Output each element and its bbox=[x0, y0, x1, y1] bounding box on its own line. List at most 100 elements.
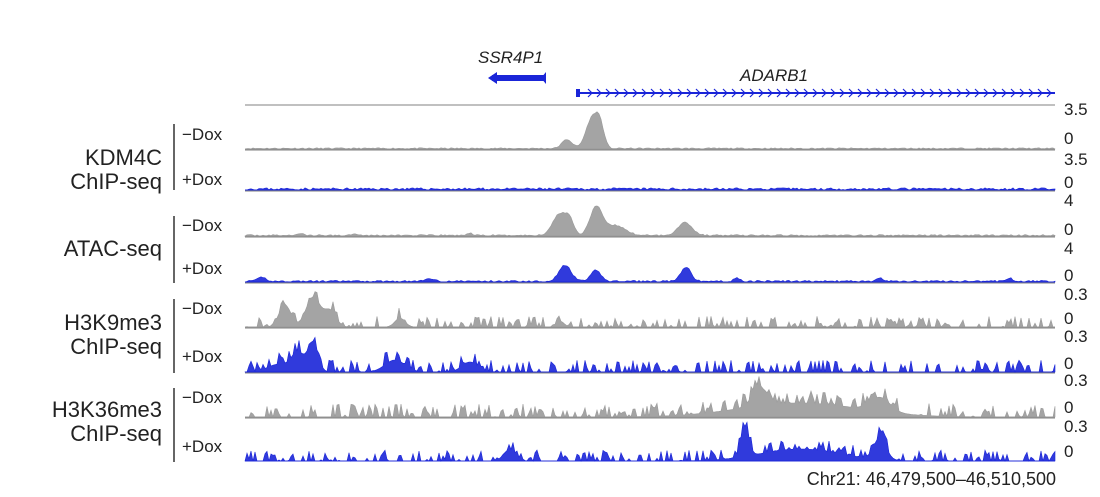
group-label-line1: KDM4C bbox=[84, 145, 162, 170]
strand-chevron-icon bbox=[713, 88, 719, 98]
gene-exon-adarb1 bbox=[576, 89, 580, 97]
signal-track bbox=[245, 376, 1056, 419]
signal-track bbox=[244, 187, 1056, 191]
strand-chevron-icon bbox=[776, 88, 782, 98]
strand-chevron-icon bbox=[722, 88, 728, 98]
group-label-line1: H3K36me3 bbox=[51, 397, 162, 422]
strand-chevron-icon bbox=[632, 88, 638, 98]
signal-track bbox=[244, 291, 1055, 329]
signal-track bbox=[243, 205, 1056, 237]
strand-chevron-icon bbox=[686, 88, 692, 98]
strand-chevron-icon bbox=[650, 88, 656, 98]
strand-chevron-icon bbox=[902, 88, 908, 98]
signal-track bbox=[244, 265, 1056, 283]
group-label-atac: ATAC-seq bbox=[64, 237, 162, 261]
scale-max-label: 0.3 bbox=[1064, 417, 1088, 436]
signal-track bbox=[244, 336, 1056, 374]
strand-chevron-icon bbox=[992, 88, 998, 98]
gene-end-cap bbox=[541, 72, 546, 84]
condition-label: −Dox bbox=[182, 299, 223, 318]
condition-label: −Dox bbox=[182, 216, 223, 235]
strand-chevron-icon bbox=[668, 88, 674, 98]
scale-min-label: 0 bbox=[1064, 309, 1074, 328]
scale-max-label: 3.5 bbox=[1064, 100, 1088, 119]
strand-chevron-icon bbox=[641, 88, 647, 98]
scale-max-label: 3.5 bbox=[1064, 150, 1088, 169]
strand-chevron-icon bbox=[1010, 88, 1016, 98]
group-label-line2: ChIP-seq bbox=[70, 334, 162, 359]
scale-min-label: 0 bbox=[1064, 173, 1074, 192]
condition-label: +Dox bbox=[182, 347, 223, 366]
strand-chevron-icon bbox=[974, 88, 980, 98]
scale-min-label: 0 bbox=[1064, 442, 1074, 461]
strand-chevron-icon bbox=[740, 88, 746, 98]
strand-chevron-icon bbox=[893, 88, 899, 98]
group-label-kdm4c: KDM4C ChIP-seq bbox=[70, 146, 162, 194]
scale-min-label: 0 bbox=[1064, 220, 1074, 239]
strand-chevron-icon bbox=[731, 88, 737, 98]
strand-chevron-icon bbox=[1046, 88, 1052, 98]
track-frame bbox=[245, 104, 1055, 462]
scale-max-label: 0.3 bbox=[1064, 371, 1088, 390]
scale-max-label: 0.3 bbox=[1064, 327, 1088, 346]
strand-chevron-icon bbox=[875, 88, 881, 98]
strand-chevron-icon bbox=[956, 88, 962, 98]
strand-chevron-icon bbox=[830, 88, 836, 98]
group-label-line1: ATAC-seq bbox=[63, 236, 162, 261]
scale-min-label: 0 bbox=[1064, 266, 1074, 285]
gene-body-ssr4p1 bbox=[492, 75, 545, 81]
strand-chevron-icon bbox=[947, 88, 953, 98]
strand-chevron-icon bbox=[1019, 88, 1025, 98]
scale-min-label: 0 bbox=[1064, 398, 1074, 417]
strand-chevron-icon bbox=[1001, 88, 1007, 98]
strand-chevron-icon bbox=[884, 88, 890, 98]
group-label-h3k36me3: H3K36me3 ChIP-seq bbox=[52, 398, 162, 446]
scale-min-label: 0 bbox=[1064, 129, 1074, 148]
strand-chevron-icon bbox=[857, 88, 863, 98]
strand-chevron-icon bbox=[848, 88, 854, 98]
scale-max-label: 4 bbox=[1064, 239, 1074, 258]
strand-chevron-icon bbox=[938, 88, 944, 98]
strand-chevron-icon bbox=[1037, 88, 1043, 98]
strand-chevron-icon bbox=[929, 88, 935, 98]
scale-max-label: 4 bbox=[1064, 191, 1074, 210]
strand-chevron-icon bbox=[794, 88, 800, 98]
group-label-line2: ChIP-seq bbox=[70, 421, 162, 446]
strand-chevron-icon bbox=[605, 88, 611, 98]
strand-chevron-icon bbox=[677, 88, 683, 98]
condition-label: −Dox bbox=[182, 388, 223, 407]
strand-chevron-icon bbox=[803, 88, 809, 98]
strand-chevron-icon bbox=[659, 88, 665, 98]
gene-annotations bbox=[488, 72, 1055, 98]
condition-label: +Dox bbox=[182, 259, 223, 278]
genomic-coordinate-label: Chr21: 46,479,500–46,510,500 bbox=[806, 469, 1056, 489]
strand-chevron-icon bbox=[596, 88, 602, 98]
group-label-line2: ChIP-seq bbox=[70, 169, 162, 194]
group-label-h3k9me3: H3K9me3 ChIP-seq bbox=[64, 311, 162, 359]
gene-label-adarb1: ADARB1 bbox=[740, 66, 809, 85]
gene-label-ssr4p1: SSR4P1 bbox=[478, 48, 544, 67]
strand-chevron-icon bbox=[695, 88, 701, 98]
strand-chevron-icon bbox=[911, 88, 917, 98]
strand-chevron-icon bbox=[821, 88, 827, 98]
strand-chevron-icon bbox=[758, 88, 764, 98]
strand-chevron-icon bbox=[1028, 88, 1034, 98]
strand-chevron-icon bbox=[767, 88, 773, 98]
condition-label: +Dox bbox=[182, 170, 223, 189]
strand-chevron-icon bbox=[965, 88, 971, 98]
strand-arrow-left-icon bbox=[488, 72, 497, 84]
strand-chevron-icon bbox=[749, 88, 755, 98]
strand-chevron-icon bbox=[623, 88, 629, 98]
condition-label: −Dox bbox=[182, 125, 223, 144]
strand-chevron-icon bbox=[587, 88, 593, 98]
strand-chevron-icon bbox=[983, 88, 989, 98]
signal-track bbox=[244, 421, 1056, 463]
condition-label: +Dox bbox=[182, 437, 223, 456]
strand-chevron-icon bbox=[866, 88, 872, 98]
scale-max-label: 0.3 bbox=[1064, 285, 1088, 304]
scale-min-label: 0 bbox=[1064, 354, 1074, 373]
strand-chevron-icon bbox=[839, 88, 845, 98]
signal-track bbox=[244, 111, 1056, 150]
group-label-line1: H3K9me3 bbox=[64, 310, 162, 335]
